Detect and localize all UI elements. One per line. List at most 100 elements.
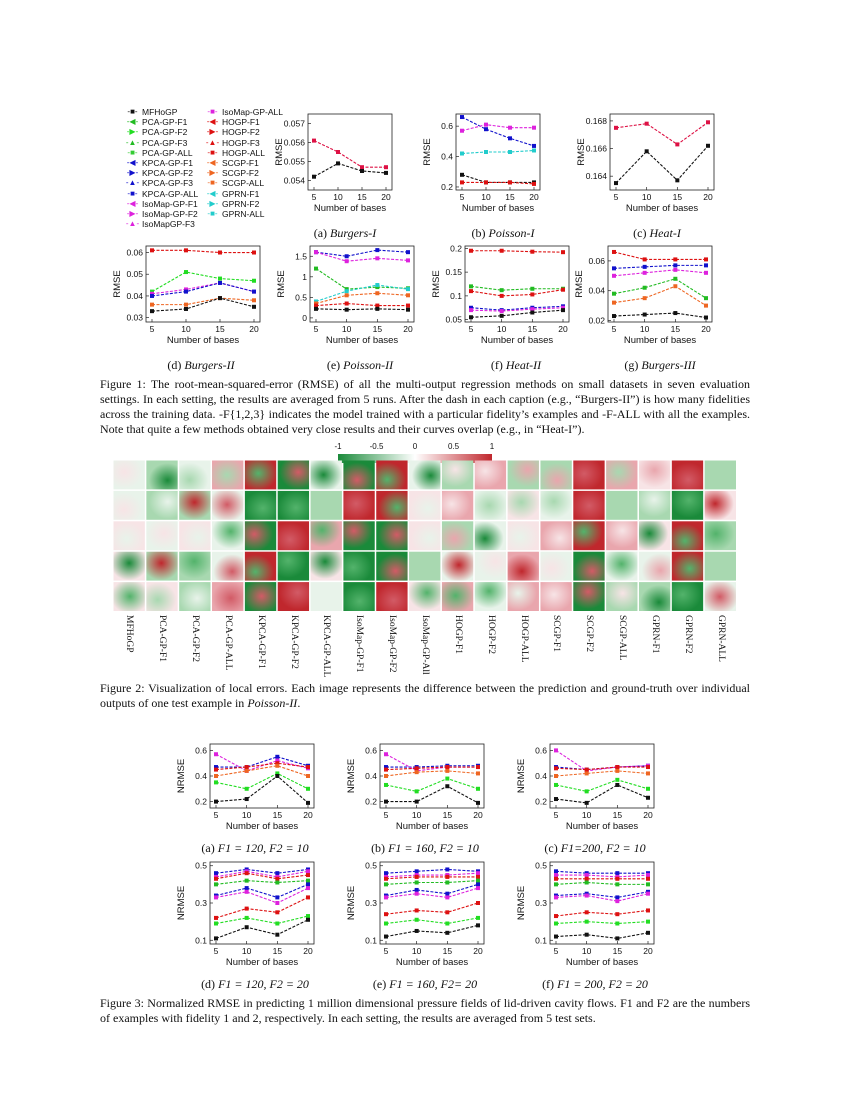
x-tick-label: 15: [215, 324, 225, 334]
colorbar-tick-label: -0.5: [369, 442, 384, 451]
series-line: [386, 765, 478, 768]
data-point: [554, 921, 558, 926]
legend-label: PCA-GP-F3: [142, 137, 188, 148]
series-line: [385, 868, 479, 874]
data-point: [344, 259, 349, 264]
series-line: [215, 919, 309, 939]
data-point: [314, 266, 318, 271]
x-tick-label: 15: [443, 946, 453, 956]
data-point: [476, 915, 480, 920]
colorbar-tick-label: 0: [412, 442, 418, 451]
x-axis-label: Number of bases: [462, 203, 535, 214]
legend-label: PCA-GP-ALL: [142, 147, 193, 158]
data-point: [252, 304, 256, 309]
data-point: [414, 917, 419, 922]
series-line: [215, 868, 309, 874]
data-point: [384, 871, 388, 876]
x-tick-label: 15: [373, 324, 383, 334]
heatmap-cell: [441, 490, 474, 520]
heatmap-cell: [606, 460, 638, 490]
legend-marker-icon: -■-: [207, 178, 218, 188]
x-tick-label: 10: [412, 946, 422, 956]
legend-marker-icon: -▲-: [205, 137, 220, 147]
data-point: [214, 780, 218, 785]
data-point: [314, 250, 318, 255]
y-tick-label: 0.2: [195, 797, 207, 807]
heatmap-cell: [441, 551, 474, 581]
series-line: [555, 749, 649, 772]
legend-entry: -■- SCGP-ALL: [205, 178, 283, 188]
data-point: [244, 886, 249, 891]
y-tick-label: 0.05: [445, 315, 462, 325]
subcaption-i: (b) F1 = 160, F2 = 10: [371, 841, 479, 855]
data-point: [406, 307, 410, 312]
figure2-caption: Figure 2: Visualization of local errors.…: [100, 681, 750, 710]
legend-entry: -▲- KPCA-GP-F3: [125, 178, 198, 188]
heatmap-cell: [409, 490, 441, 520]
data-point: [615, 912, 620, 917]
y-axis-label: RMSE: [574, 270, 585, 297]
data-point: [499, 293, 504, 298]
plot-frame: [607, 245, 713, 323]
data-point: [275, 932, 280, 937]
data-point: [184, 270, 188, 275]
heatmap-cell: [277, 490, 310, 520]
x-tick-label: 10: [640, 324, 650, 334]
data-point: [615, 876, 620, 881]
x-axis-label: Number of bases: [314, 203, 387, 214]
data-point: [476, 874, 480, 879]
heatmap-cell: [113, 521, 145, 551]
data-point: [214, 921, 218, 926]
legend-entry: -◀- KPCA-GP-F1: [125, 158, 198, 168]
heatmap-cell: [606, 521, 638, 551]
heatmap-cell: [671, 490, 704, 520]
data-point: [646, 795, 650, 800]
legend-label: KPCA-GP-F1: [142, 158, 194, 169]
data-point: [218, 280, 222, 285]
heatmap-cell: [212, 582, 244, 611]
data-point: [704, 315, 708, 320]
series-line: [313, 162, 387, 178]
data-point: [615, 882, 620, 887]
y-tick-label: 0.03: [126, 313, 143, 323]
y-tick-label: 0.4: [441, 152, 453, 162]
chart-burgers-i: 5 10 15 20 0.054 0.055 0.056 0.057 Number of bas…: [274, 113, 393, 214]
data-point: [646, 765, 650, 770]
legend-label: HOGP-ALL: [222, 147, 265, 158]
heatmap-cell: [573, 490, 605, 520]
y-tick-label: 0.6: [441, 121, 453, 131]
y-tick-label: 0.04: [126, 291, 143, 301]
data-point: [584, 893, 589, 898]
legend-label: MFHoGP: [142, 107, 178, 117]
data-point: [445, 784, 450, 789]
x-tick-label: 5: [214, 810, 219, 820]
data-point: [469, 248, 473, 253]
figure1-caption: Figure 1: The root-mean-squared-error (R…: [100, 377, 750, 436]
y-tick-label: 0.054: [284, 176, 306, 186]
heatmap-cell: [244, 582, 277, 611]
legend-label: KPCA-GP-F2: [142, 168, 194, 179]
data-point: [561, 308, 565, 313]
x-tick-label: 20: [473, 946, 483, 956]
data-point: [184, 287, 188, 292]
legend-marker-icon: -◀-: [206, 158, 219, 168]
data-point: [214, 876, 218, 881]
series-line: [386, 785, 479, 804]
data-point: [584, 880, 589, 885]
data-point: [642, 285, 647, 290]
data-point: [275, 774, 280, 778]
data-point: [414, 766, 419, 771]
x-tick-label: 10: [242, 946, 252, 956]
heatmap-cell: [573, 521, 605, 551]
data-point: [275, 910, 280, 915]
subcaption-f: (f) Heat-II: [490, 358, 542, 372]
heatmap-method-label: MFHoGP: [124, 615, 135, 653]
data-point: [360, 165, 364, 170]
legend-entry: -■- KPCA-GP-ALL: [125, 189, 198, 199]
x-tick-label: 10: [181, 324, 191, 334]
series-line: [152, 249, 254, 254]
data-point: [275, 901, 280, 905]
x-tick-label: 20: [558, 324, 568, 334]
data-point: [554, 895, 558, 900]
data-point: [554, 873, 558, 878]
